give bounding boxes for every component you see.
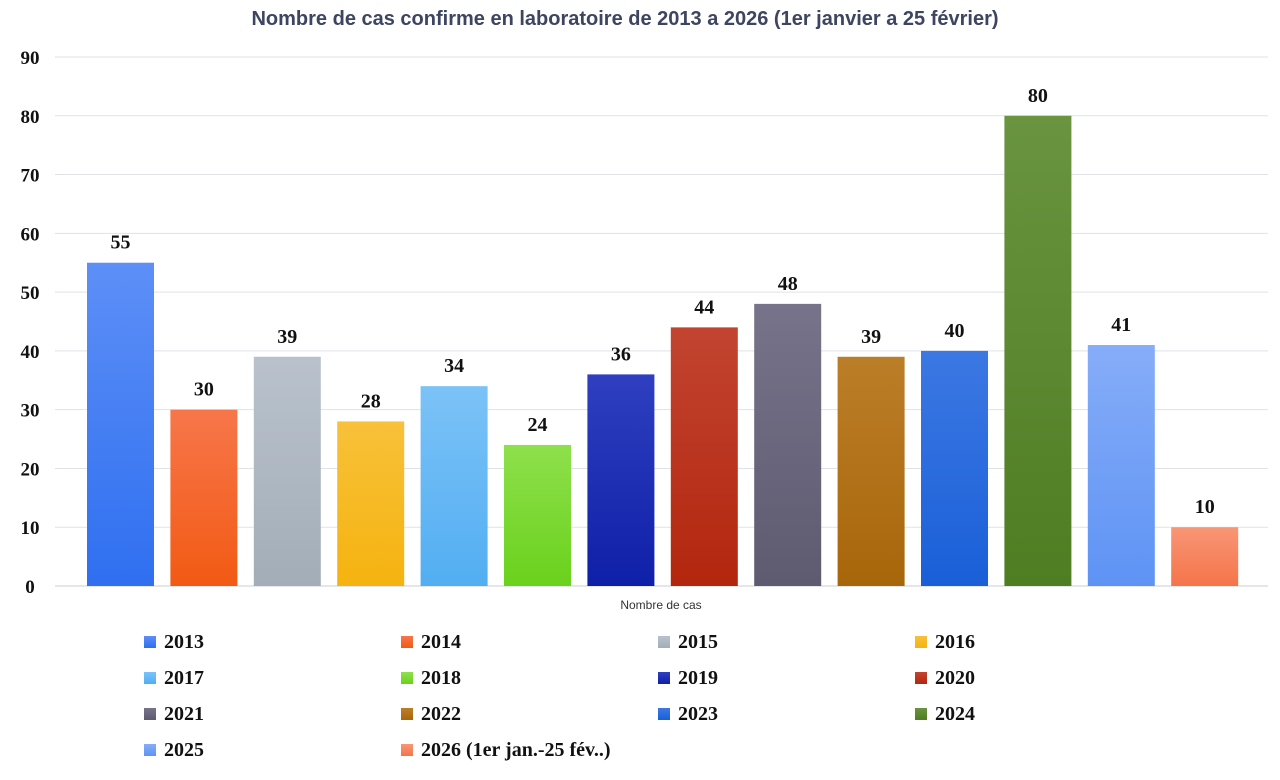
legend-label: 2020 [935,666,975,689]
y-tick-label: 70 [21,166,40,187]
legend-item: 2024 [915,702,1172,726]
bar-2022 [837,356,905,586]
data-label: 36 [611,343,631,365]
legend-swatch [915,672,927,684]
legend-label: 2023 [678,702,718,725]
bar-2014 [170,409,238,586]
y-tick-label: 30 [21,401,40,422]
legend-label: 2017 [164,666,204,689]
bar-2024 [1004,115,1072,587]
legend-swatch [658,672,670,684]
y-tick-label: 90 [21,48,40,69]
data-label: 55 [111,232,131,254]
legend-label: 2013 [164,630,204,653]
legend-item: 2022 [401,702,658,726]
legend-item: 2025 [144,738,401,762]
legend-item: 2021 [144,702,401,726]
bar-2013 [87,262,154,586]
bar-2023 [921,350,988,586]
bar-2025 [1087,345,1155,586]
data-label: 41 [1111,314,1131,336]
legend-swatch [401,636,413,648]
legend-swatch [144,672,156,684]
data-labels: 55 30 39 28 34 24 36 44 48 39 40 80 41 10 [111,85,1215,518]
y-tick-label: 0 [25,577,35,598]
data-label: 30 [194,379,214,401]
bars [87,115,1239,587]
legend: 2013 2014 2015 2016 2017 2018 2019 2020 2021 2022… [144,630,1224,762]
legend-label: 2018 [421,666,461,689]
legend-label: 2021 [164,702,204,725]
legend-label: 2014 [421,630,461,653]
data-label: 39 [277,326,297,348]
bar-2016 [337,421,405,586]
legend-label: 2025 [164,738,204,761]
legend-item: 2015 [658,630,915,654]
legend-swatch [401,744,413,756]
legend-swatch [144,708,156,720]
legend-item: 2014 [401,630,658,654]
legend-label: 2024 [935,702,975,725]
data-label: 48 [778,273,798,295]
chart-plot-area: 0 10 20 30 40 50 60 70 80 90 55 30 39 28 34 24 36 44 48 39… [21,48,1268,612]
data-label: 24 [528,414,548,436]
chart-title: Nombre de cas confirme en laboratoire de… [251,8,999,30]
data-label: 39 [861,326,881,348]
legend-swatch [915,708,927,720]
y-tick-label: 50 [21,283,40,304]
y-tick-label: 60 [21,224,40,245]
y-tick-label: 80 [21,107,40,128]
x-axis-label: Nombre de cas [620,598,701,612]
data-label: 40 [945,320,965,342]
legend-swatch [658,636,670,648]
bar-2026 [1171,527,1239,586]
legend-item: 2019 [658,666,915,690]
y-tick-label: 20 [21,459,40,480]
legend-item: 2023 [658,702,915,726]
legend-label: 2015 [678,630,718,653]
bar-2019 [587,374,655,586]
bar-2017 [420,386,488,586]
legend-item: 2016 [915,630,1172,654]
legend-label: 2019 [678,666,718,689]
legend-label: 2026 (1er jan.-25 fév..) [421,738,611,761]
bar-2018 [504,444,571,586]
y-tick-label: 40 [21,342,40,363]
data-label: 80 [1028,85,1048,107]
data-label: 34 [444,355,464,377]
data-label: 10 [1195,496,1215,518]
legend-swatch [658,708,670,720]
legend-label: 2016 [935,630,975,653]
legend-swatch [401,672,413,684]
legend-swatch [401,708,413,720]
data-label: 28 [361,390,381,412]
bar-2015 [253,356,321,586]
bar-2020 [670,327,738,586]
legend-label: 2022 [421,702,461,725]
y-tick-label: 10 [21,518,40,539]
legend-item: 2018 [401,666,658,690]
legend-item: 2020 [915,666,1172,690]
data-label: 44 [694,296,714,318]
legend-item: 2017 [144,666,401,690]
bar-2021 [754,303,822,586]
legend-swatch [144,744,156,756]
legend-swatch [915,636,927,648]
legend-swatch [144,636,156,648]
y-axis-ticks: 0 10 20 30 40 50 60 70 80 90 [21,48,40,598]
legend-item: 2013 [144,630,401,654]
legend-item: 2026 (1er jan.-25 fév..) [401,738,658,762]
